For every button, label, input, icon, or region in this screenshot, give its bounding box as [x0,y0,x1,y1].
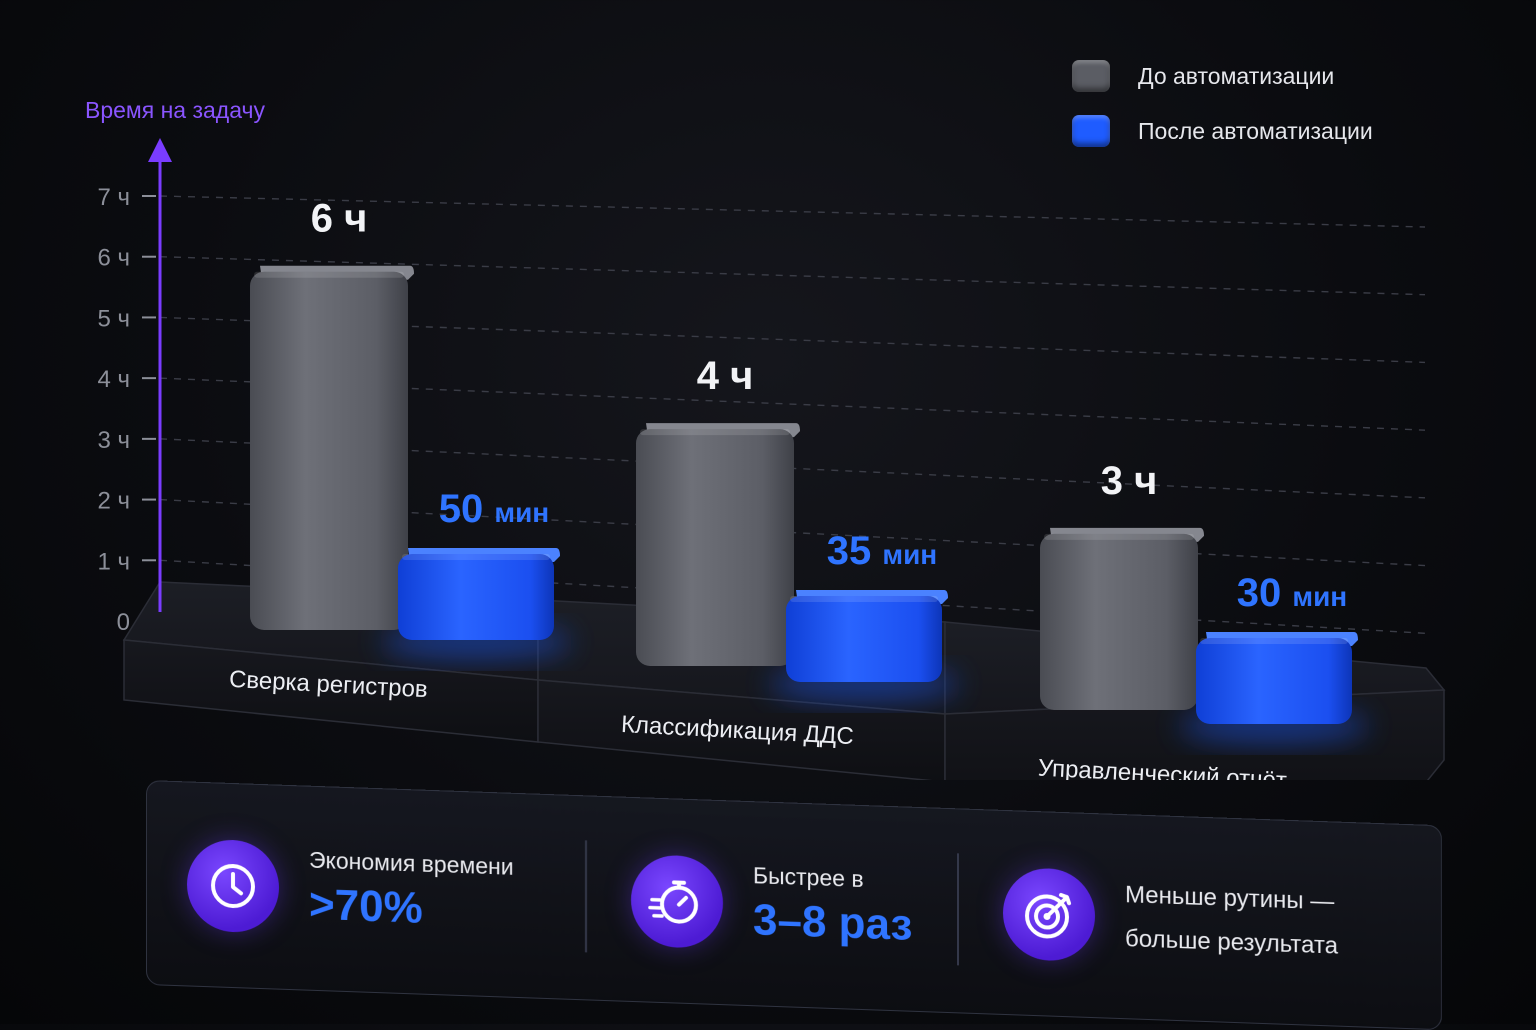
y-tick-label: 6 ч [97,245,130,272]
bar-after-highlight [1200,638,1348,644]
stat-value-time-savings: >70% [309,879,423,933]
bar-before-highlight [254,271,404,278]
stat-label-time-savings: Экономия времени [309,846,514,880]
stat-value-speedup: 3–8 раз [753,895,913,950]
grid-line [159,256,1426,296]
value-label-after-unit: мин [1292,581,1347,612]
value-label-before: 4 ч [697,354,754,398]
bar-before-highlight [1044,533,1194,540]
bar-after [398,548,560,640]
stat-label-speedup: Быстрее в [753,862,864,893]
bar-before [250,265,414,630]
y-tick-label: 0 [117,609,130,636]
clock-icon [187,837,279,934]
bar-before-highlight [640,429,790,436]
stat-line1-less-routine: Меньше рутины — [1125,880,1335,915]
stats-panel: Экономия времени >70% Быстрее в 3–8 раз … [146,780,1442,1030]
legend-item-before: До автоматизации [1072,58,1373,94]
stat-less-routine: Меньше рутины — больше результата [1003,811,1338,1026]
value-label-after: 50 мин [439,487,549,531]
bar-after-front [786,596,942,682]
value-label-after-number: 50 [439,487,495,531]
bar-before-front [1040,533,1198,710]
value-label-after-unit: мин [882,539,937,570]
bar-before [636,423,800,666]
stat-speedup: Быстрее в 3–8 раз [631,798,912,1011]
legend-swatch-after [1072,115,1110,147]
y-axis-arrow-icon [148,138,172,162]
y-tick-label: 7 ч [97,184,130,211]
stat-time-savings: Экономия времени >70% [187,782,514,996]
bar-before-front [636,429,794,666]
legend-swatch-before [1072,60,1110,92]
value-label-after-number: 35 [827,529,883,573]
value-label-after: 30 мин [1237,571,1347,615]
stats-divider [585,840,587,953]
value-label-after-number: 30 [1237,571,1293,615]
grid-line [159,195,1426,228]
stat-line2-less-routine: больше результата [1125,924,1338,960]
platform-front [537,679,946,780]
bar-after [786,590,948,682]
stopwatch-icon [631,853,723,949]
bar-after-front [398,554,554,640]
bar-after [1196,632,1358,724]
bar-after-highlight [402,554,550,560]
value-label-after-unit: мин [494,497,549,528]
legend: До автоматизации После автоматизации [1072,58,1373,168]
y-tick-label: 5 ч [97,305,130,332]
legend-label-after: После автоматизации [1138,117,1373,144]
legend-label-before: До автоматизации [1138,62,1335,89]
y-tick-label: 4 ч [97,366,130,393]
bar-after-front [1196,638,1352,724]
y-tick-label: 2 ч [97,488,130,515]
bar-before-front [250,271,408,630]
legend-item-after: После автоматизации [1072,113,1373,149]
target-icon [1003,866,1095,962]
value-label-after: 35 мин [827,529,937,573]
bar-before [1040,527,1204,710]
y-axis-label: Время на задачу [85,97,265,123]
y-tick-label: 3 ч [97,427,130,454]
bar-after-highlight [790,596,938,602]
stats-divider [957,853,959,966]
value-label-before: 3 ч [1101,459,1158,503]
y-tick-label: 1 ч [97,548,130,575]
value-label-before: 6 ч [311,197,368,241]
